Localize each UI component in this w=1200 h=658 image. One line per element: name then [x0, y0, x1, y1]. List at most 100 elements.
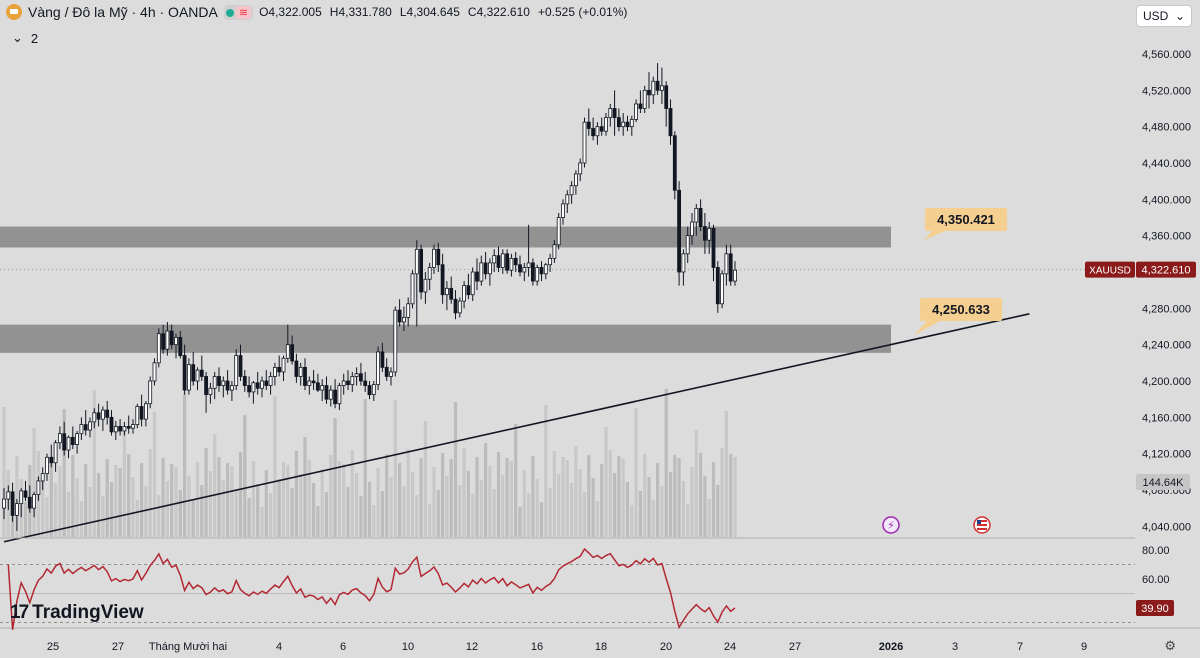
candle[interactable] — [462, 285, 467, 302]
candle[interactable] — [260, 380, 264, 389]
candle[interactable] — [92, 412, 97, 423]
candle[interactable] — [208, 387, 213, 396]
candle[interactable] — [75, 433, 79, 445]
candle[interactable] — [539, 267, 544, 275]
rsi-line[interactable] — [7, 547, 736, 630]
candle[interactable] — [298, 366, 303, 377]
candle[interactable] — [109, 416, 114, 433]
candle[interactable] — [647, 89, 651, 96]
candle[interactable] — [315, 382, 320, 391]
candle[interactable] — [217, 376, 221, 386]
candle[interactable] — [66, 436, 71, 451]
candle[interactable] — [251, 382, 256, 393]
candle[interactable] — [337, 385, 342, 405]
candle[interactable] — [608, 108, 613, 118]
candle[interactable] — [733, 269, 737, 282]
candle[interactable] — [324, 385, 329, 400]
price-pane[interactable] — [0, 0, 1135, 538]
candle[interactable] — [268, 376, 273, 386]
candle[interactable] — [660, 85, 664, 91]
candle[interactable] — [625, 121, 630, 128]
candle[interactable] — [199, 369, 204, 377]
tradingview-logo[interactable]: 17 TradingView — [10, 602, 144, 624]
candle[interactable] — [677, 189, 681, 273]
candle[interactable] — [350, 376, 355, 386]
candle[interactable] — [53, 442, 58, 464]
candle[interactable] — [634, 103, 638, 120]
candle[interactable] — [595, 126, 600, 137]
candle[interactable] — [290, 344, 295, 362]
candle[interactable] — [578, 162, 583, 175]
candle[interactable] — [604, 117, 608, 132]
candle[interactable] — [285, 344, 290, 359]
candle[interactable] — [432, 248, 436, 268]
price-callout[interactable] — [920, 298, 1002, 321]
candle[interactable] — [96, 412, 101, 420]
candle[interactable] — [152, 362, 157, 382]
candle[interactable] — [655, 80, 660, 91]
candle[interactable] — [505, 253, 510, 271]
indicators-toggle[interactable]: ⌄ 2 — [12, 30, 38, 46]
candle[interactable] — [376, 351, 381, 386]
candle[interactable] — [690, 221, 694, 237]
candle[interactable] — [535, 267, 540, 282]
candle[interactable] — [135, 406, 140, 425]
candle[interactable] — [346, 380, 350, 386]
symbol-title[interactable]: Vàng / Đô la Mỹ · 4h · OANDA — [28, 4, 218, 20]
candle[interactable] — [131, 424, 135, 429]
status-badges[interactable]: ≋ — [223, 4, 254, 20]
candle[interactable] — [294, 360, 299, 377]
candle[interactable] — [105, 409, 110, 418]
candle[interactable] — [139, 406, 144, 420]
candle[interactable] — [427, 267, 432, 280]
candle[interactable] — [6, 491, 11, 500]
candle[interactable] — [174, 336, 178, 346]
candle[interactable] — [225, 380, 230, 391]
candle[interactable] — [479, 262, 484, 282]
candle[interactable] — [487, 262, 492, 275]
candle[interactable] — [681, 253, 686, 273]
candle[interactable] — [638, 103, 643, 109]
candle[interactable] — [393, 309, 398, 373]
price-callout[interactable] — [925, 208, 1007, 231]
resistance-zone-0[interactable] — [0, 226, 891, 248]
candle[interactable] — [367, 385, 372, 396]
price-axis-pane[interactable] — [1135, 0, 1200, 658]
candle[interactable] — [384, 366, 389, 377]
currency-select[interactable]: USD ⌄ — [1136, 5, 1192, 27]
lightning-event-icon[interactable] — [882, 516, 900, 534]
candle[interactable] — [238, 355, 243, 377]
candle[interactable] — [307, 380, 312, 386]
candle[interactable] — [10, 491, 15, 516]
candle[interactable] — [582, 121, 587, 164]
candle[interactable] — [651, 80, 656, 96]
candle[interactable] — [715, 267, 720, 305]
candle[interactable] — [191, 364, 196, 382]
candle[interactable] — [720, 273, 724, 305]
candle[interactable] — [328, 389, 333, 400]
candle[interactable] — [664, 85, 669, 109]
candle[interactable] — [423, 278, 428, 293]
candle[interactable] — [419, 248, 424, 293]
candle[interactable] — [629, 119, 634, 128]
candle[interactable] — [526, 262, 531, 268]
candle[interactable] — [58, 433, 62, 444]
candle[interactable] — [617, 117, 621, 128]
candle[interactable] — [182, 355, 187, 391]
candle[interactable] — [165, 330, 170, 350]
candle[interactable] — [195, 369, 200, 382]
resistance-zone-1[interactable] — [0, 324, 891, 353]
candle[interactable] — [711, 227, 716, 268]
candle[interactable] — [552, 244, 557, 259]
candle[interactable] — [728, 253, 733, 282]
candle[interactable] — [229, 385, 234, 391]
candle[interactable] — [444, 287, 449, 296]
candle[interactable] — [410, 273, 415, 305]
candle[interactable] — [548, 257, 552, 266]
candle[interactable] — [148, 380, 153, 405]
candle[interactable] — [49, 456, 54, 464]
candle[interactable] — [685, 235, 690, 255]
candle[interactable] — [672, 135, 677, 191]
candle[interactable] — [272, 366, 277, 377]
